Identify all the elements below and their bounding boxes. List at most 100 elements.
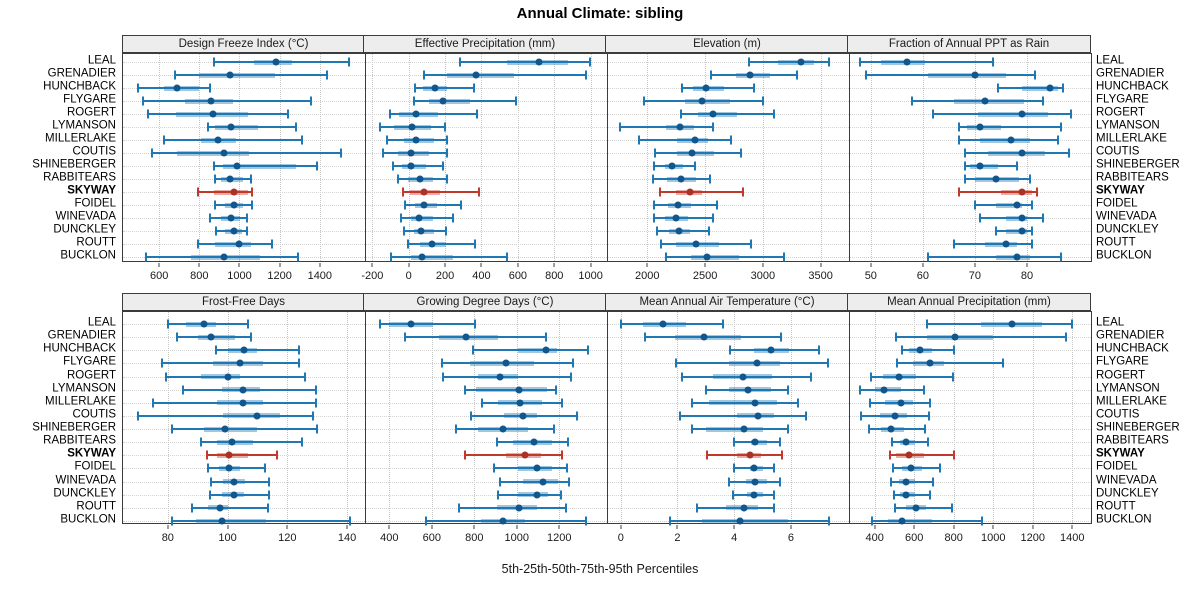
station-label-left-shineberger: SHINEBERGER bbox=[32, 421, 116, 434]
axis-tick-label: 1200 bbox=[1020, 532, 1045, 544]
whisker-cap bbox=[928, 398, 931, 408]
whisker-line bbox=[214, 61, 349, 63]
whisker-cap bbox=[349, 516, 352, 526]
iqr-band bbox=[881, 59, 926, 65]
median-dot bbox=[702, 84, 710, 92]
median-dot bbox=[472, 71, 480, 79]
axis-tick bbox=[286, 525, 288, 529]
whisker-cap bbox=[1067, 148, 1070, 158]
whisker-cap bbox=[481, 398, 484, 408]
station-label-left-foidel: FOIDEL bbox=[74, 460, 116, 473]
whisker-cap bbox=[381, 148, 384, 158]
whisker-cap bbox=[707, 226, 710, 236]
gridline bbox=[1072, 312, 1074, 523]
median-dot bbox=[230, 478, 238, 486]
whisker-cap bbox=[388, 109, 391, 119]
median-dot bbox=[519, 412, 527, 420]
whisker-cap bbox=[665, 252, 668, 262]
whisker-cap bbox=[828, 516, 831, 526]
gridline bbox=[347, 312, 349, 523]
whisker-cap bbox=[638, 135, 641, 145]
whisker-line bbox=[198, 191, 252, 193]
whisker-line bbox=[208, 467, 265, 470]
iqr-band bbox=[701, 518, 789, 524]
median-dot bbox=[744, 386, 752, 394]
whisker-cap bbox=[643, 332, 646, 342]
iqr-band bbox=[217, 452, 249, 458]
station-label-left-routt: ROUTT bbox=[76, 500, 116, 513]
row-gridline bbox=[850, 218, 1091, 219]
whisker-cap bbox=[1031, 226, 1034, 236]
whisker-line bbox=[164, 139, 303, 141]
iqr-band bbox=[874, 387, 902, 393]
whisker-cap bbox=[781, 450, 784, 460]
median-dot bbox=[739, 373, 747, 381]
whisker-cap bbox=[923, 424, 926, 434]
station-label-right-foidel: FOIDEL bbox=[1096, 197, 1138, 210]
median-dot bbox=[533, 491, 540, 499]
whisker-line bbox=[691, 401, 798, 404]
gridline bbox=[372, 54, 374, 261]
axis-tick bbox=[922, 263, 924, 267]
row-gridline bbox=[608, 350, 849, 352]
iqr-band bbox=[708, 400, 777, 406]
iqr-band bbox=[214, 124, 259, 130]
whisker-line bbox=[166, 375, 306, 378]
iqr-band bbox=[469, 360, 535, 366]
whisker-cap bbox=[690, 424, 693, 434]
station-label-left-rabbitears: RABBITEARS bbox=[43, 171, 116, 184]
axis-tick-label: -200 bbox=[361, 270, 384, 282]
median-dot bbox=[225, 451, 233, 459]
iqr-band bbox=[197, 334, 236, 340]
median-dot bbox=[895, 373, 903, 381]
whisker-cap bbox=[951, 372, 954, 382]
station-label-left-rogert: ROGERT bbox=[67, 106, 116, 119]
whisker-cap bbox=[298, 345, 301, 355]
gridline bbox=[1032, 312, 1034, 523]
whisker-cap bbox=[926, 437, 929, 447]
axis-tick bbox=[646, 263, 648, 267]
whisker-cap bbox=[515, 96, 518, 106]
whisker-cap bbox=[826, 358, 829, 368]
whisker-line bbox=[655, 152, 741, 154]
median-dot bbox=[416, 175, 424, 183]
gridline bbox=[874, 312, 876, 523]
station-label-left-winevada: WINEVADA bbox=[55, 474, 117, 487]
whisker-line bbox=[215, 349, 300, 352]
gridline bbox=[319, 54, 321, 261]
whisker-line bbox=[459, 61, 591, 63]
whisker-line bbox=[465, 388, 556, 391]
axis-tick-label: 1400 bbox=[1059, 532, 1085, 544]
whisker-cap bbox=[669, 516, 672, 526]
station-label-left-millerlake: MILLERLAKE bbox=[45, 132, 116, 145]
whisker-cap bbox=[997, 83, 1000, 93]
row-gridline bbox=[850, 231, 1091, 232]
whisker-line bbox=[681, 87, 754, 89]
whisker-line bbox=[681, 375, 811, 378]
whisker-cap bbox=[402, 226, 405, 236]
row-gridline bbox=[366, 205, 607, 206]
whisker-cap bbox=[442, 372, 445, 382]
row-gridline bbox=[608, 324, 849, 325]
whisker-cap bbox=[958, 135, 961, 145]
whisker-cap bbox=[963, 174, 966, 184]
axis-tick-label: 600 bbox=[149, 270, 169, 282]
whisker-cap bbox=[715, 200, 718, 210]
whisker-cap bbox=[1057, 135, 1060, 145]
whisker-line bbox=[424, 74, 587, 76]
median-dot bbox=[746, 71, 754, 79]
whisker-cap bbox=[163, 135, 166, 145]
row-gridline bbox=[850, 481, 1091, 483]
whisker-cap bbox=[477, 187, 480, 197]
whisker-cap bbox=[325, 70, 328, 80]
whisker-cap bbox=[215, 226, 218, 236]
median-dot bbox=[1002, 240, 1010, 248]
iqr-band bbox=[447, 72, 514, 78]
whisker-cap bbox=[464, 385, 467, 395]
gridline bbox=[922, 54, 924, 261]
gridline bbox=[677, 312, 679, 523]
whisker-cap bbox=[696, 503, 699, 513]
axis-tick bbox=[870, 263, 872, 267]
median-dot bbox=[1046, 84, 1054, 92]
iqr-band bbox=[196, 518, 267, 524]
